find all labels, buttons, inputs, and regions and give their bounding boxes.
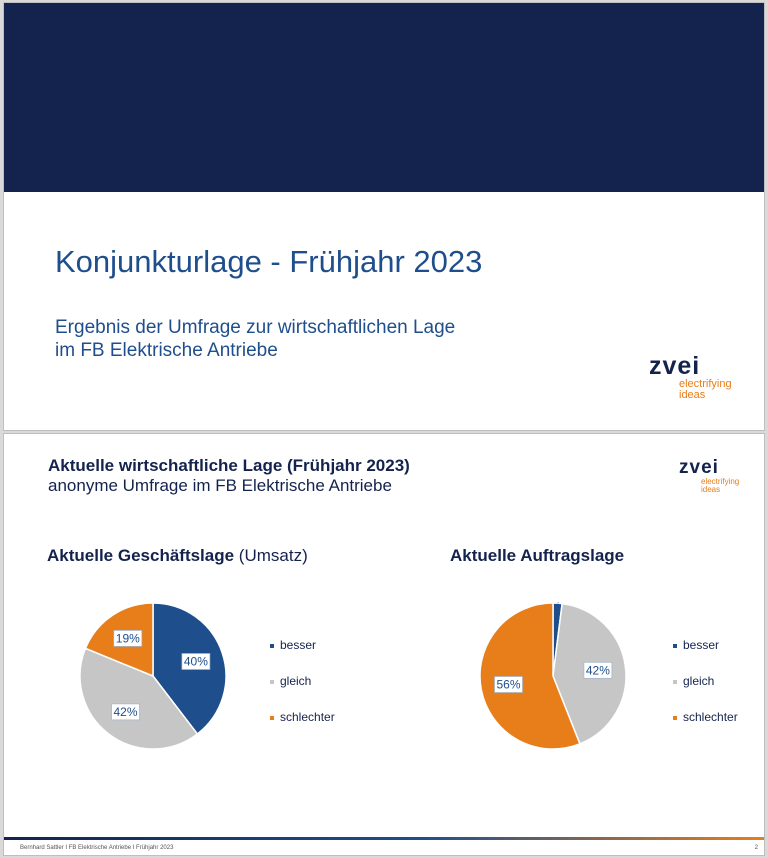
legend-label-besser: besser [683, 638, 720, 652]
chart-title-geschaeftslage: Aktuelle Geschäftslage (Umsatz) [47, 546, 308, 566]
chart-title-main: Aktuelle Geschäftslage [47, 546, 235, 565]
legend-label-gleich: gleich [683, 674, 715, 688]
legend-item-schlechter: schlechter [270, 710, 335, 724]
pie-chart-geschaeftslage: 40% 42% 19% [79, 602, 227, 750]
legend-swatch-schlechter [673, 715, 677, 720]
slide-subtitle: Ergebnis der Umfrage zur wirtschaftliche… [55, 316, 455, 362]
legend-swatch-schlechter [270, 715, 274, 720]
legend-item-gleich: gleich [673, 674, 714, 688]
legend-swatch-besser [673, 643, 677, 648]
data-label-box-gleich [583, 661, 613, 679]
zvei-logo: zvei electrifying ideas [649, 353, 732, 401]
data-label-box-gleich [111, 703, 140, 721]
legend-swatch-gleich [673, 679, 677, 684]
data-label-schlechter: 56% [496, 678, 520, 692]
slide-subheading: anonyme Umfrage im FB Elektrische Antrie… [48, 476, 392, 495]
footer-gradient-line [4, 837, 764, 840]
logo-tagline-1: electrifying [701, 477, 740, 486]
chart-title-suffix: (Umsatz) [234, 546, 308, 565]
legend-item-besser: besser [673, 638, 719, 652]
logo-brand: zvei [679, 457, 719, 478]
chart-slide: Aktuelle wirtschaftliche Lage (Frühjahr … [3, 433, 765, 856]
logo-brand: zvei [649, 352, 701, 380]
subtitle-line-1: Ergebnis der Umfrage zur wirtschaftliche… [55, 317, 456, 338]
logo-tagline-2: ideas [679, 389, 706, 401]
legend-item-gleich: gleich [270, 674, 311, 688]
data-label-box-schlechter [494, 676, 523, 693]
legend-label-besser: besser [280, 638, 317, 652]
slide-heading: Aktuelle wirtschaftliche Lage (Frühjahr … [48, 456, 410, 475]
legend-item-besser: besser [270, 638, 316, 652]
logo-tagline-1: electrifying [679, 378, 732, 390]
data-label-box-besser [181, 653, 211, 670]
pie-slice-gleich [79, 647, 199, 750]
pie-slice-schlechter [479, 602, 581, 750]
pie-chart-auftragslage: 2%42%56% [479, 602, 627, 750]
legend-item-schlechter: schlechter [673, 710, 738, 724]
slide-title: Konjunkturlage - Frühjahr 2023 [55, 244, 483, 279]
header-banner [4, 3, 764, 192]
zvei-logo-small: zvei electrifying ideas [679, 458, 739, 494]
legend-label-schlechter: schlechter [280, 710, 335, 724]
title-slide: Konjunkturlage - Frühjahr 2023 Ergebnis … [3, 2, 765, 431]
logo-tagline-2: ideas [701, 485, 721, 494]
page-number: 2 [754, 845, 758, 851]
footer-text: Bernhard Sattler I FB Elektrische Antrie… [20, 845, 174, 851]
subtitle-line-2: im FB Elektrische Antriebe [55, 340, 278, 361]
data-label-gleich: 42% [586, 663, 610, 677]
legend-swatch-gleich [270, 679, 274, 684]
legend-swatch-besser [270, 643, 274, 648]
legend-label-schlechter: schlechter [683, 710, 738, 724]
data-label-besser: 40% [184, 655, 208, 669]
data-label-box-schlechter [113, 630, 143, 647]
data-label-schlechter: 19% [116, 631, 140, 645]
data-label-gleich: 42% [113, 705, 137, 719]
legend-label-gleich: gleich [280, 674, 312, 688]
chart-title-auftragslage: Aktuelle Auftragslage [450, 546, 625, 565]
